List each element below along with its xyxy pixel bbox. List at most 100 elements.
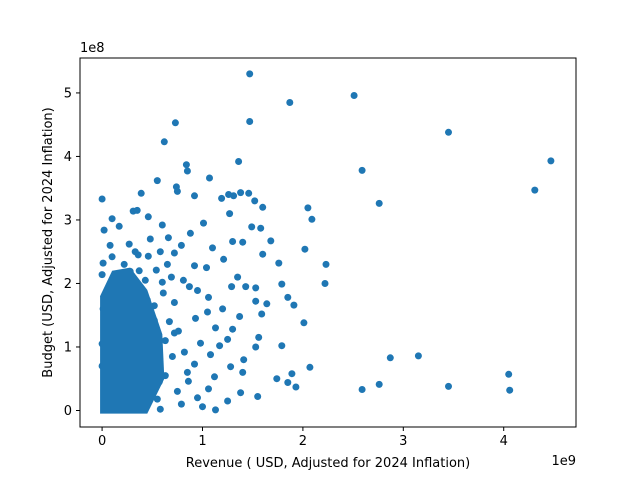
x-tick-label: 0: [98, 434, 106, 449]
data-point: [506, 386, 514, 394]
data-point: [224, 397, 232, 405]
data-point: [255, 333, 263, 341]
data-point: [160, 138, 168, 146]
data-point: [414, 352, 422, 360]
x-tick-label: 4: [500, 434, 508, 449]
data-point: [207, 351, 214, 359]
data-point: [322, 260, 330, 268]
data-point: [183, 368, 191, 376]
data-point: [185, 283, 193, 291]
data-point: [239, 368, 247, 376]
data-point: [179, 276, 187, 284]
data-point: [133, 206, 141, 214]
data-point: [259, 250, 267, 258]
x-axis-label: Revenue ( USD, Adjusted for 2024 Inflati…: [186, 456, 470, 471]
data-point: [144, 252, 152, 260]
x-tick-label: 1: [198, 434, 206, 449]
data-point: [141, 276, 149, 284]
data-point: [226, 210, 234, 218]
x-tick-label: 2: [299, 434, 307, 449]
y-tick-label: 3: [64, 213, 72, 228]
data-point: [186, 229, 194, 237]
data-point: [194, 394, 201, 402]
data-point: [153, 395, 161, 403]
y-axis-ticks: 0 1 2 3 4 5: [64, 86, 80, 419]
data-point: [180, 348, 188, 356]
data-point: [135, 267, 143, 275]
data-point: [191, 192, 198, 200]
plot-frame: [79, 57, 577, 428]
data-point: [263, 300, 271, 308]
data-point: [234, 273, 242, 281]
data-point: [106, 241, 114, 249]
data-point: [445, 382, 452, 390]
data-point: [212, 324, 219, 332]
data-points: [98, 70, 555, 414]
data-point: [375, 199, 383, 207]
data-point: [156, 248, 164, 256]
y-tick-label: 0: [64, 404, 72, 419]
data-point: [99, 259, 107, 267]
data-point: [246, 118, 254, 125]
data-point: [242, 283, 250, 291]
data-point: [257, 224, 265, 232]
data-point: [251, 197, 259, 205]
data-point: [254, 393, 262, 400]
data-point: [212, 406, 219, 414]
data-point: [209, 244, 216, 252]
data-point: [164, 234, 172, 242]
data-point: [131, 248, 139, 256]
data-point: [278, 280, 286, 288]
data-point: [165, 318, 173, 326]
data-point: [152, 266, 160, 274]
data-point: [248, 223, 256, 231]
data-point: [220, 255, 228, 263]
data-point: [300, 319, 308, 327]
data-point: [163, 260, 171, 268]
y-axis-label: Budget (USD, Adjusted for 2024 Inflation…: [41, 107, 56, 377]
data-point: [358, 166, 366, 174]
data-point: [547, 157, 555, 165]
data-point: [173, 387, 181, 395]
data-point: [171, 119, 179, 127]
x-axis-ticks: 0 1 2 3 4: [98, 427, 508, 449]
data-point: [98, 195, 106, 203]
data-point: [278, 342, 286, 350]
data-point: [192, 314, 199, 322]
data-point: [205, 293, 212, 301]
data-point: [194, 287, 201, 294]
data-point: [191, 360, 198, 368]
y-axis-offset-label: 1e8: [80, 41, 105, 56]
data-point: [286, 99, 294, 106]
data-point: [108, 215, 116, 223]
data-point: [159, 289, 167, 297]
data-point: [100, 226, 108, 234]
data-point: [205, 385, 212, 393]
data-point: [146, 235, 154, 243]
data-point: [199, 403, 206, 411]
data-point: [275, 259, 283, 267]
data-point: [229, 325, 237, 333]
data-point: [98, 271, 106, 279]
data-point: [170, 299, 178, 306]
data-point: [531, 186, 539, 194]
data-point: [239, 238, 247, 246]
data-point: [259, 203, 267, 211]
data-point: [120, 260, 128, 268]
data-point: [246, 70, 254, 78]
data-point: [167, 273, 175, 281]
data-point: [245, 189, 253, 197]
data-point: [173, 187, 181, 195]
data-point: [386, 354, 394, 362]
data-point: [174, 327, 182, 335]
data-point: [230, 192, 238, 200]
data-point: [183, 167, 191, 175]
data-point: [375, 380, 383, 388]
data-point: [445, 128, 452, 136]
data-point: [204, 308, 211, 316]
data-point: [197, 339, 204, 347]
data-point: [237, 389, 245, 397]
data-point: [290, 301, 298, 309]
x-tick-label: 3: [399, 434, 407, 449]
